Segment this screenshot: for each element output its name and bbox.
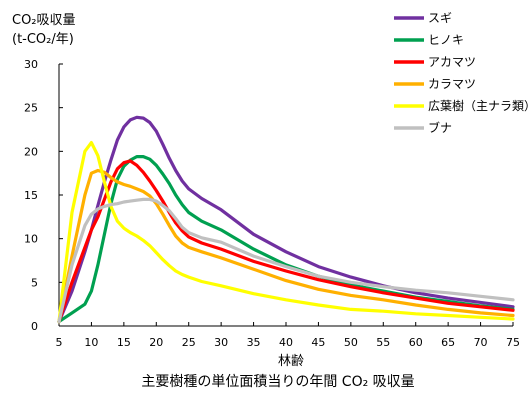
y-axis-ticks: 0 5 10 15 20 25 30 (24, 58, 63, 333)
x-tick-label: 45 (311, 336, 325, 349)
y-tick-label: 5 (31, 276, 38, 289)
legend-label-6: ブナ (428, 120, 452, 135)
x-tick-label: 25 (182, 336, 196, 349)
x-tick-label: 60 (409, 336, 423, 349)
x-axis-label: 林齢 (278, 354, 304, 369)
legend-label-1: スギ (428, 11, 452, 25)
legend-label-3: アカマツ (428, 55, 476, 69)
legend-label-2: ヒノキ (428, 33, 464, 47)
legend-label-5: 広葉樹（主ナラ類） (428, 99, 528, 113)
x-tick-label: 65 (441, 336, 455, 349)
y-axis-label-line1: CO₂吸収量 (12, 13, 76, 28)
y-tick-label: 25 (24, 102, 38, 115)
series-lines (57, 115, 515, 324)
x-tick-label: 40 (279, 336, 293, 349)
series-line-6 (57, 197, 515, 324)
series-line-2 (57, 155, 515, 324)
x-tick-label: 70 (474, 336, 488, 349)
x-tick-label: 35 (247, 336, 261, 349)
series-line-1 (57, 115, 515, 324)
y-tick-label: 30 (24, 58, 38, 71)
x-tick-label: 50 (344, 336, 358, 349)
x-tick-label: 5 (56, 336, 63, 349)
x-axis-ticks: 5 10 15 20 25 30 35 40 45 50 55 60 65 70 75 (56, 322, 520, 349)
x-tick-label: 55 (376, 336, 390, 349)
legend-label-4: カラマツ (428, 77, 476, 91)
y-tick-label: 10 (24, 233, 38, 246)
y-tick-label: 15 (24, 189, 38, 202)
y-tick-label: 0 (31, 320, 38, 333)
x-tick-label: 10 (84, 336, 98, 349)
x-tick-label: 15 (117, 336, 131, 349)
x-tick-label: 20 (149, 336, 163, 349)
chart-caption: 主要樹種の単位面積当りの年間 CO₂ 吸収量 (141, 374, 414, 390)
y-axis-label-line2: (t-CO₂/年) (12, 32, 74, 47)
y-tick-label: 20 (24, 145, 38, 158)
x-tick-label: 75 (506, 336, 520, 349)
series-line-5 (57, 141, 515, 324)
x-tick-label: 30 (214, 336, 228, 349)
